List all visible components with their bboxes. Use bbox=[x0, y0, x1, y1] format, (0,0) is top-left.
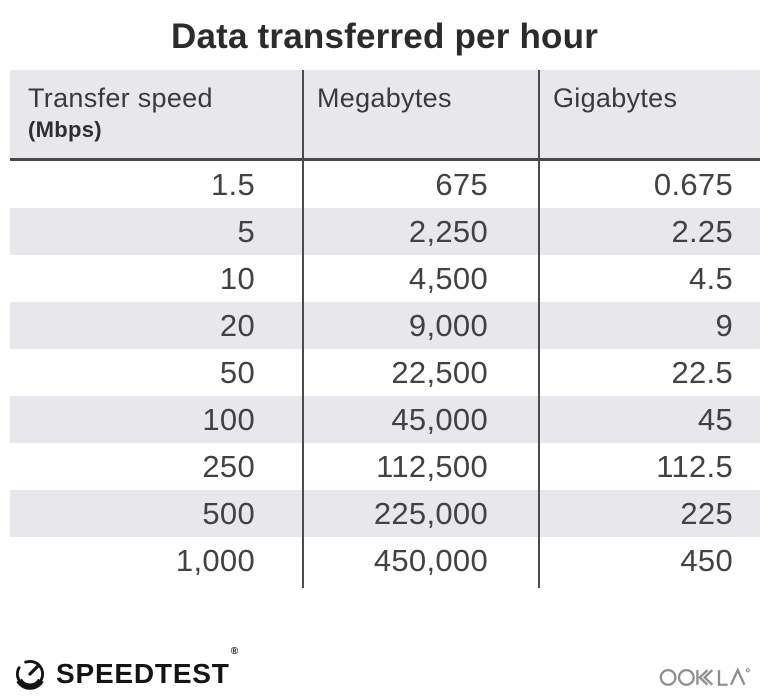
table-row: 1,000 450,000 450 bbox=[10, 537, 760, 584]
table-cell: 4.5 bbox=[689, 261, 733, 296]
table-row: 500 225,000 225 bbox=[10, 490, 760, 537]
registered-trademark-icon: ® bbox=[230, 646, 239, 657]
table-cell: 1,000 bbox=[175, 543, 255, 578]
table-cell: 112,500 bbox=[376, 449, 488, 484]
table-cell: 250 bbox=[202, 449, 255, 484]
column-divider-2 bbox=[538, 70, 540, 588]
table-row: 100 45,000 45 bbox=[10, 396, 760, 443]
table-row: 250 112,500 112.5 bbox=[10, 443, 760, 490]
table-cell: 45 bbox=[697, 402, 733, 437]
table-cell: 675 bbox=[435, 167, 488, 202]
table-cell: 0.675 bbox=[653, 167, 733, 202]
table-row: 50 22,500 22.5 bbox=[10, 349, 760, 396]
table-cell: 9,000 bbox=[408, 308, 488, 343]
table-cell: 22,500 bbox=[391, 355, 488, 390]
table-cell: 450 bbox=[680, 543, 733, 578]
speedtest-wordmark-text: SPEEDTEST bbox=[56, 658, 230, 689]
table-row: 5 2,250 2.25 bbox=[10, 208, 760, 255]
header-mbps-sublabel: (Mbps) bbox=[28, 117, 102, 142]
table-cell: 5 bbox=[237, 214, 255, 249]
table-cell: 4,500 bbox=[408, 261, 488, 296]
table-cell: 10 bbox=[219, 261, 255, 296]
table-cell: 225,000 bbox=[373, 496, 488, 531]
table-row: 20 9,000 9 bbox=[10, 302, 760, 349]
table-cell: 50 bbox=[219, 355, 255, 390]
page-title: Data transferred per hour bbox=[170, 17, 599, 56]
ookla-wordmark-icon bbox=[659, 667, 750, 686]
header-megabytes-label: Megabytes bbox=[317, 83, 452, 113]
header-transfer-speed: Transfer speed (Mbps) bbox=[10, 70, 303, 158]
table-cell: 2.25 bbox=[671, 214, 733, 249]
table-cell: 22.5 bbox=[671, 355, 733, 390]
table-body: 1.5 675 0.675 5 2,250 2.25 10 4,500 4.5 20 9,000 9 5… bbox=[10, 161, 760, 584]
header-gigabytes-label: Gigabytes bbox=[553, 83, 678, 113]
table-cell: 225 bbox=[680, 496, 733, 531]
table-cell: 100 bbox=[202, 402, 255, 437]
footer: SPEEDTEST® bbox=[0, 646, 769, 698]
table-cell: 2,250 bbox=[408, 214, 488, 249]
data-table: Transfer speed (Mbps) Megabytes Gigabyte… bbox=[10, 70, 760, 584]
header-transfer-speed-label: Transfer speed bbox=[28, 83, 213, 113]
table-cell: 45,000 bbox=[391, 402, 488, 437]
header-megabytes: Megabytes bbox=[303, 70, 539, 158]
ookla-logo bbox=[659, 662, 755, 695]
table-cell: 20 bbox=[219, 308, 255, 343]
table-row: 10 4,500 4.5 bbox=[10, 255, 760, 302]
speedtest-wordmark: SPEEDTEST® bbox=[56, 646, 238, 690]
table-row: 1.5 675 0.675 bbox=[10, 161, 760, 208]
table-cell: 500 bbox=[202, 496, 255, 531]
speedtest-gauge-icon bbox=[16, 660, 44, 690]
table-cell: 9 bbox=[715, 308, 733, 343]
table-header-row: Transfer speed (Mbps) Megabytes Gigabyte… bbox=[10, 70, 760, 161]
table-cell: 450,000 bbox=[373, 543, 488, 578]
header-gigabytes: Gigabytes bbox=[539, 70, 760, 158]
table-cell: 112.5 bbox=[656, 449, 733, 484]
speedtest-logo: SPEEDTEST® bbox=[12, 646, 238, 692]
table-cell: 1.5 bbox=[211, 167, 255, 202]
column-divider-1 bbox=[302, 70, 304, 588]
